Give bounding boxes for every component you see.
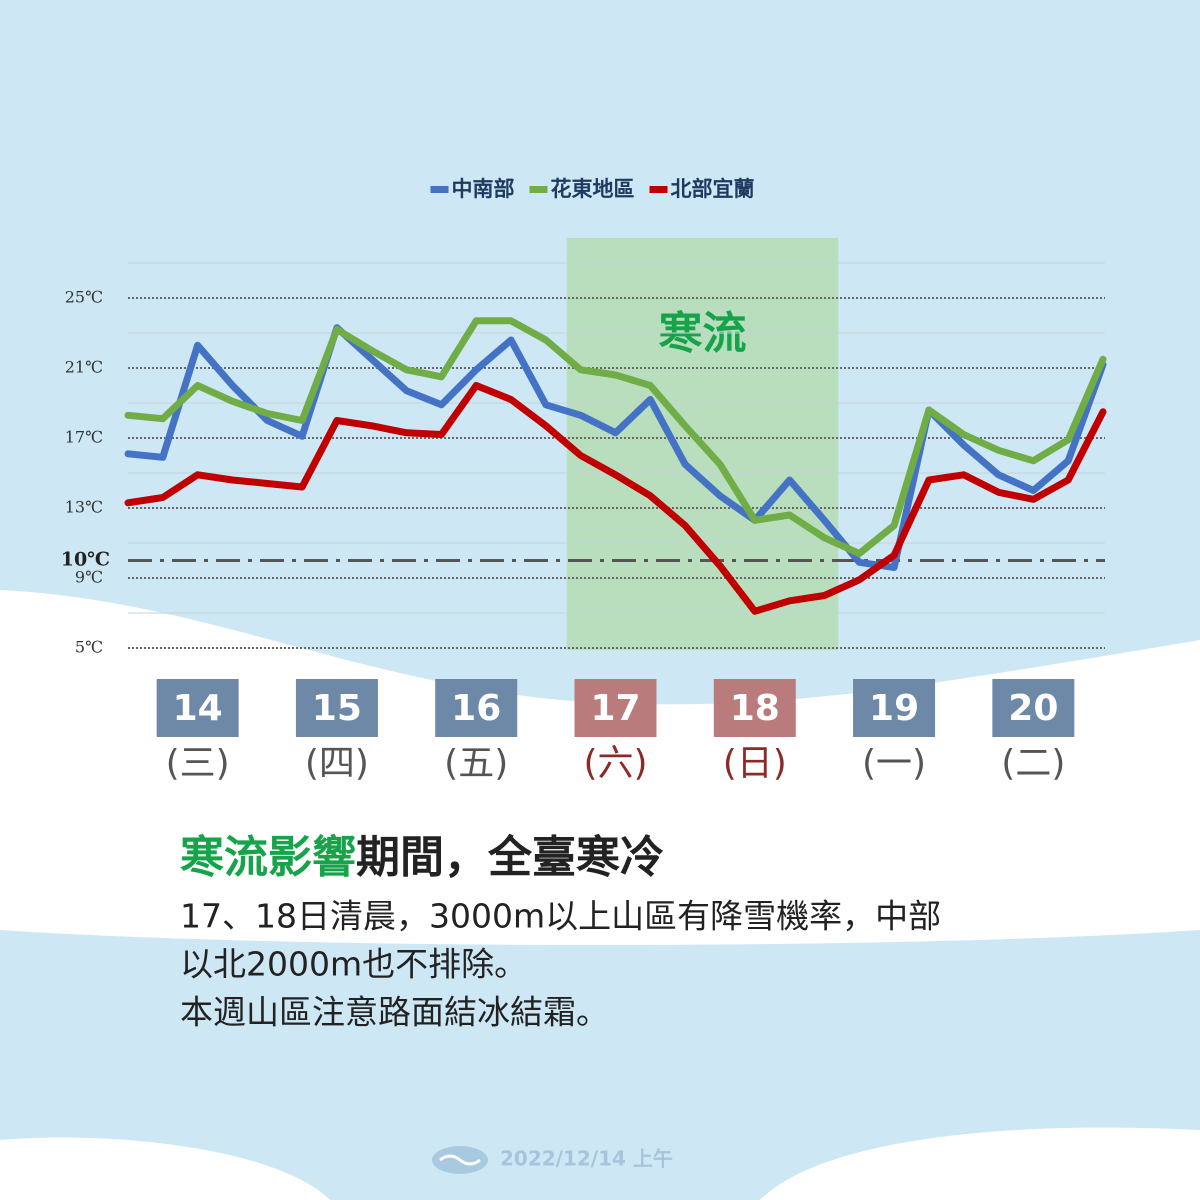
day-box	[435, 679, 518, 737]
day-date: 14	[173, 688, 223, 729]
series-line	[124, 317, 1107, 557]
body-line: 以北2000m也不排除。	[180, 945, 527, 984]
logo	[432, 1146, 488, 1174]
day-weekday: (五)	[444, 743, 508, 784]
reference-label: 10℃	[61, 549, 110, 571]
legend-swatch	[529, 186, 548, 193]
day-box	[156, 679, 239, 737]
y-tick-label: 9℃	[75, 568, 103, 587]
day-date: 16	[451, 688, 501, 729]
day-box	[295, 679, 378, 737]
day-weekday: (三)	[166, 743, 230, 784]
headline: 寒流影響期間，全臺寒冷	[180, 832, 664, 883]
body-line: 17、18日清晨，3000m以上山區有降雪機率，中部	[180, 897, 941, 936]
headline-rest: 期間，全臺寒冷	[356, 832, 664, 883]
day-date: 20	[1008, 688, 1058, 729]
day-box	[574, 679, 657, 737]
series-line	[124, 382, 1107, 615]
legend-swatch	[649, 186, 668, 193]
y-tick-label: 5℃	[75, 638, 103, 657]
day-weekday: (六)	[583, 743, 647, 784]
y-tick-label: 13℃	[65, 498, 103, 517]
day-date: 18	[730, 688, 780, 729]
y-tick-label: 17℃	[65, 428, 103, 447]
wave	[0, 1137, 330, 1200]
wave	[760, 1127, 1200, 1200]
day-weekday: (二)	[1001, 743, 1065, 784]
day-weekday: (日)	[723, 743, 787, 784]
y-tick-label: 21℃	[65, 358, 103, 377]
y-tick-label: 25℃	[65, 288, 103, 307]
day-weekday: (四)	[305, 743, 369, 784]
day-box	[853, 679, 936, 737]
legend-swatch	[430, 186, 449, 193]
headline-highlight: 寒流影響	[180, 832, 356, 883]
legend-label: 中南部	[452, 177, 515, 201]
body-line: 本週山區注意路面結冰結霜。	[180, 993, 609, 1032]
day-date: 17	[590, 688, 640, 729]
day-box	[992, 679, 1075, 737]
day-box	[713, 679, 796, 737]
day-weekday: (一)	[862, 743, 926, 784]
footer-date: 2022/12/14 上午	[500, 1147, 673, 1171]
wave	[0, 590, 1200, 945]
day-date: 19	[869, 688, 919, 729]
legend-label: 北部宜蘭	[671, 177, 755, 201]
legend-label: 花東地區	[551, 177, 635, 201]
day-date: 15	[312, 688, 362, 729]
